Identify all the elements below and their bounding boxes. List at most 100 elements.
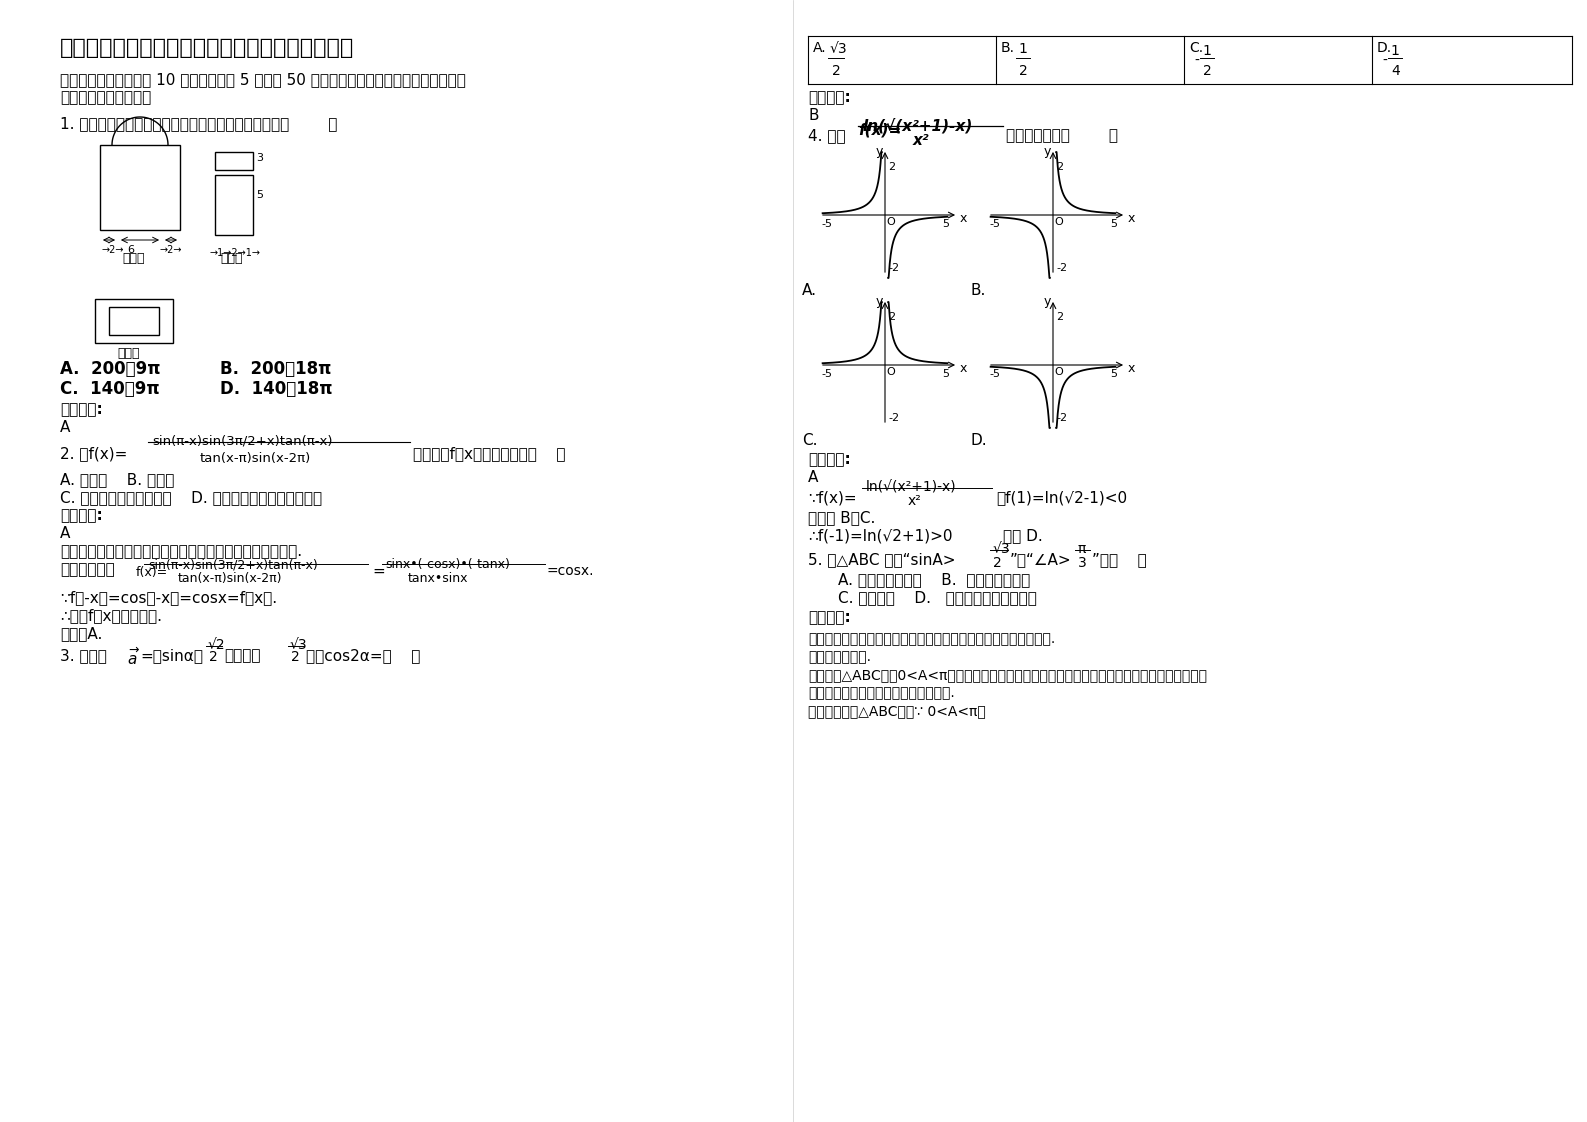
- Text: 4. 函数: 4. 函数: [808, 128, 846, 142]
- Text: 2: 2: [290, 650, 300, 664]
- Text: 1: 1: [1017, 42, 1027, 56]
- Text: ”是“∠A>: ”是“∠A>: [1009, 552, 1071, 567]
- Text: -2: -2: [889, 263, 900, 273]
- Text: A.  200＋9π: A. 200＋9π: [60, 360, 160, 378]
- Text: -5: -5: [820, 219, 832, 229]
- Text: 2: 2: [209, 650, 217, 664]
- Text: a: a: [127, 652, 136, 666]
- Text: A: A: [808, 470, 819, 485]
- Text: D.: D.: [1378, 42, 1392, 55]
- Text: D.  140＋18π: D. 140＋18π: [221, 380, 333, 398]
- Bar: [110, 307, 159, 335]
- Text: √3: √3: [993, 542, 1011, 557]
- Text: 3: 3: [1078, 557, 1087, 570]
- Text: -2: -2: [889, 413, 900, 423]
- Text: sinx•(-cosx)•(-tanx): sinx•(-cosx)•(-tanx): [386, 558, 509, 571]
- Text: sin(π-x)sin(3π/2+x)tan(π-x): sin(π-x)sin(3π/2+x)tan(π-x): [152, 434, 333, 447]
- Text: ，排除 B、C.: ，排除 B、C.: [808, 511, 876, 525]
- Text: 1. 一几何体的三视图如图所示，则该几何体的体积为（        ）: 1. 一几何体的三视图如图所示，则该几何体的体积为（ ）: [60, 116, 338, 131]
- Text: sin(π-x)sin(3π/2+x)tan(π-x): sin(π-x)sin(3π/2+x)tan(π-x): [148, 558, 317, 571]
- Text: -5: -5: [989, 369, 1000, 379]
- Text: 湖南省邵阳市苏卜中学高三数学理联考试卷含解析: 湖南省邵阳市苏卜中学高三数学理联考试卷含解析: [60, 38, 354, 58]
- Text: ）的模为: ）的模为: [224, 649, 260, 663]
- Text: C.  140＋9π: C. 140＋9π: [60, 380, 160, 398]
- Bar: [95, 298, 173, 343]
- Text: O: O: [1054, 217, 1063, 227]
- Text: -5: -5: [989, 219, 1000, 229]
- Text: x: x: [960, 362, 968, 375]
- Text: A.: A.: [801, 283, 817, 298]
- Text: →2→: →2→: [102, 245, 124, 255]
- Text: x: x: [1128, 362, 1135, 375]
- Text: 2: 2: [889, 162, 895, 172]
- Text: 1: 1: [1201, 44, 1211, 58]
- Text: 5. 在△ABC 中，“sinA>: 5. 在△ABC 中，“sinA>: [808, 552, 955, 567]
- Text: f(x)=: f(x)=: [859, 122, 901, 137]
- Text: B.  200＋18π: B. 200＋18π: [221, 360, 332, 378]
- Text: y: y: [876, 295, 884, 309]
- Text: 6: 6: [127, 245, 133, 255]
- Text: =: =: [371, 564, 384, 579]
- Text: 参考答案:: 参考答案:: [808, 610, 851, 625]
- Text: f(x)=: f(x)=: [136, 565, 168, 579]
- Text: 2: 2: [1055, 162, 1063, 172]
- Text: 正视图: 正视图: [122, 252, 144, 265]
- Text: x²: x²: [913, 134, 930, 148]
- Text: ，则函数f（x）的奇偶性为（    ）: ，则函数f（x）的奇偶性为（ ）: [413, 447, 565, 461]
- Text: 2: 2: [1055, 312, 1063, 322]
- Bar: [214, 175, 252, 234]
- Text: 参考答案:: 参考答案:: [808, 90, 851, 105]
- Text: =cosx.: =cosx.: [548, 564, 595, 578]
- Text: →1→2→1→: →1→2→1→: [209, 248, 260, 258]
- Text: tan(x-π)sin(x-2π): tan(x-π)sin(x-2π): [200, 452, 311, 465]
- Text: A: A: [60, 420, 70, 435]
- Text: O: O: [1054, 367, 1063, 377]
- Text: 考点：必要条件、充分条件与充要条件的判断；正弦函数的单调性.: 考点：必要条件、充分条件与充要条件的判断；正弦函数的单调性.: [808, 632, 1055, 646]
- Text: y: y: [1044, 145, 1051, 158]
- Text: ln(√(x²+1)-x): ln(√(x²+1)-x): [867, 480, 957, 494]
- Text: 参考答案:: 参考答案:: [60, 402, 103, 417]
- Text: 2: 2: [1203, 64, 1212, 79]
- Text: -: -: [1382, 54, 1387, 68]
- Text: y: y: [876, 145, 884, 158]
- Text: 5: 5: [943, 369, 949, 379]
- Text: 俧视图: 俧视图: [117, 347, 140, 360]
- Text: π: π: [1078, 542, 1087, 557]
- Text: 1: 1: [1390, 44, 1398, 58]
- Text: 5: 5: [943, 219, 949, 229]
- Text: O: O: [886, 217, 895, 227]
- Text: 2: 2: [889, 312, 895, 322]
- Text: 2: 2: [993, 557, 1001, 570]
- Text: 2: 2: [1019, 64, 1028, 79]
- Text: C. 既是奇函数又是偶函数    D. 既不是奇函数又不是偶函数: C. 既是奇函数又是偶函数 D. 既不是奇函数又不是偶函数: [60, 490, 322, 505]
- Text: 5: 5: [1109, 369, 1117, 379]
- Text: ”的（    ）: ”的（ ）: [1092, 552, 1147, 567]
- Text: 参考答案:: 参考答案:: [808, 452, 851, 467]
- Text: A.: A.: [813, 42, 827, 55]
- Text: B.: B.: [970, 283, 986, 298]
- Text: 5: 5: [1109, 219, 1117, 229]
- Text: A: A: [60, 526, 70, 541]
- Text: 分析：在△ABC中，0<A<π，利用三角函数的单调性来进行判断，然后再由然后根据必要条件、充: 分析：在△ABC中，0<A<π，利用三角函数的单调性来进行判断，然后再由然后根据…: [808, 668, 1208, 682]
- Text: 2: 2: [832, 64, 841, 79]
- Text: -2: -2: [1055, 413, 1066, 423]
- Text: 故选：A.: 故选：A.: [60, 626, 103, 641]
- Text: 4: 4: [1390, 64, 1400, 79]
- Text: 分条件和充要条件的定义进行判断求解.: 分条件和充要条件的定义进行判断求解.: [808, 686, 955, 700]
- Text: 5: 5: [256, 190, 263, 200]
- Text: y: y: [1044, 295, 1051, 309]
- Text: ∴f(-1)=ln(√2+1)>0: ∴f(-1)=ln(√2+1)>0: [808, 528, 952, 543]
- Text: 3: 3: [256, 153, 263, 163]
- Bar: [214, 151, 252, 171]
- Bar: [100, 145, 179, 230]
- Text: -2: -2: [1055, 263, 1066, 273]
- Text: x²: x²: [908, 494, 922, 508]
- Text: 侧视图: 侧视图: [221, 252, 243, 265]
- Text: 3. 设向量: 3. 设向量: [60, 649, 106, 663]
- Text: A. 偶函数    B. 奇函数: A. 偶函数 B. 奇函数: [60, 472, 175, 487]
- Text: O: O: [886, 367, 895, 377]
- Text: =（sinα，: =（sinα，: [140, 649, 203, 663]
- Text: 2. 若f(x)=: 2. 若f(x)=: [60, 447, 127, 461]
- Text: ，f(1)=ln(√2-1)<0: ，f(1)=ln(√2-1)<0: [997, 490, 1127, 505]
- Text: tanx•sinx: tanx•sinx: [408, 572, 468, 585]
